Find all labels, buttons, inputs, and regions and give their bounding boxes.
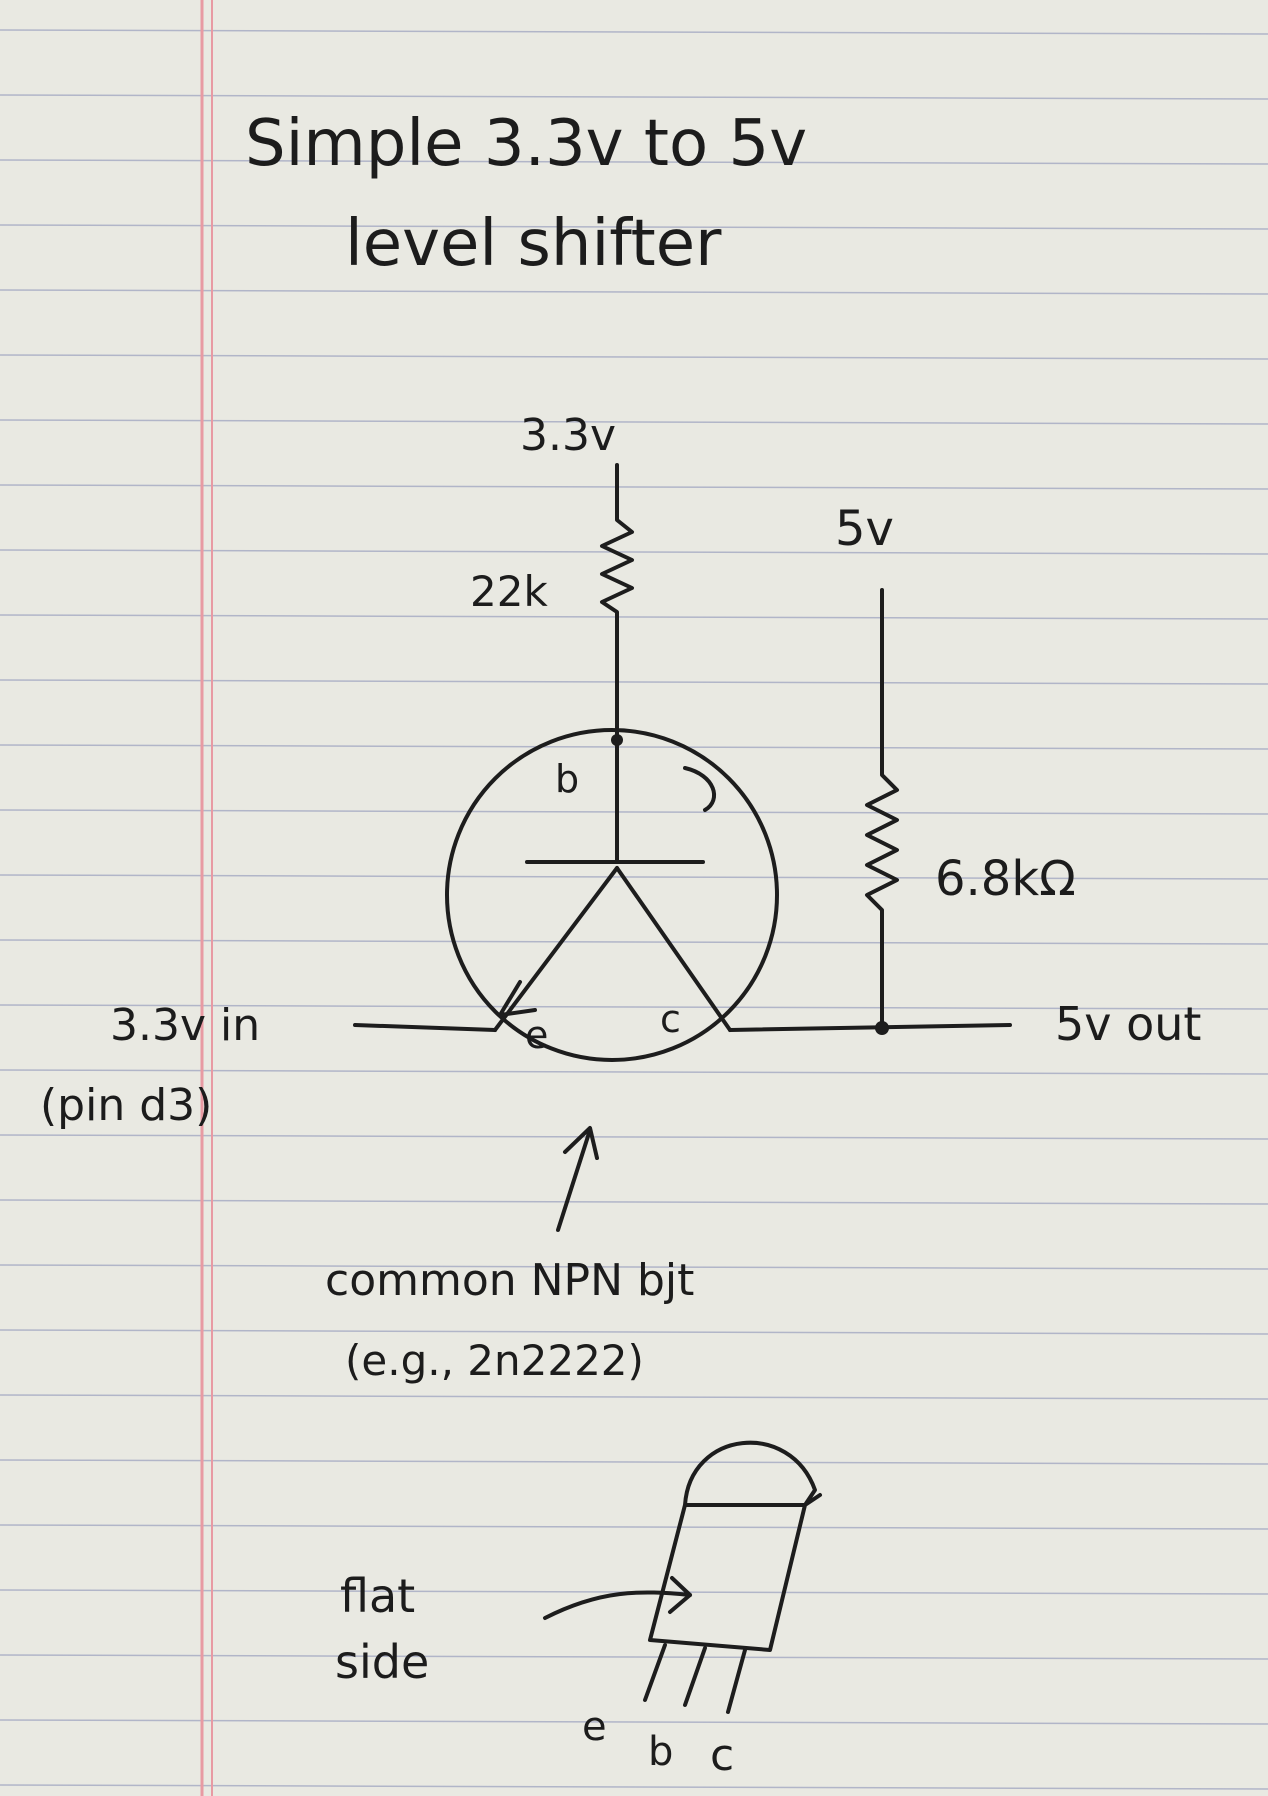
leg-c-label: c: [710, 1730, 734, 1781]
leg-e: [643, 1643, 667, 1702]
rule-line: [0, 744, 1268, 750]
resistor-base-label: 22k: [470, 567, 548, 616]
rule-line: [0, 1134, 1268, 1140]
transistor-example: (e.g., 2n2222): [345, 1336, 644, 1385]
flat-side-arrow: [543, 1576, 692, 1620]
rule-line: [0, 874, 1268, 880]
output-label: 5v out: [1055, 997, 1201, 1051]
package-sketch: [648, 1440, 822, 1652]
rule-line: [0, 1199, 1268, 1205]
rule-line: [0, 809, 1268, 815]
supply-3v3-label: 3.3v: [520, 410, 616, 461]
rule-line: [0, 1524, 1268, 1530]
rule-line: [0, 1459, 1268, 1465]
signal-line-right: [728, 1023, 1012, 1032]
leg-c: [726, 1648, 747, 1714]
base-pin-label: b: [555, 757, 579, 801]
collector-pin-label: c: [660, 997, 681, 1041]
arrow-mark: [683, 766, 717, 812]
emitter-lead: [493, 866, 619, 1032]
leg-b-label: b: [648, 1729, 673, 1775]
rule-line: [0, 1329, 1268, 1335]
signal-line-left: [353, 1023, 497, 1032]
rule-line: [0, 29, 1268, 35]
rule-line: [0, 94, 1268, 100]
collector-resistor: [865, 588, 899, 1032]
resistor-collector-label: 6.8kΩ: [935, 851, 1076, 907]
rule-line: [0, 1069, 1268, 1075]
supply-5v-label: 5v: [835, 501, 894, 557]
title-line-2: level shifter: [345, 207, 722, 281]
rule-line: [0, 1394, 1268, 1400]
side-label: side: [335, 1635, 429, 1689]
transistor-body: [445, 728, 779, 1062]
input-pin-label: (pin d3): [40, 1080, 212, 1131]
base-junction: [611, 734, 623, 746]
transistor-description: common NPN bjt: [325, 1255, 694, 1306]
emitter-pin-label: e: [525, 1013, 548, 1057]
ruled-lines: [0, 29, 1268, 1790]
rule-line: [0, 939, 1268, 945]
rule-line: [0, 289, 1268, 295]
output-junction: [875, 1021, 889, 1035]
title-line-1: Simple 3.3v to 5v: [245, 107, 807, 181]
rule-line: [0, 419, 1268, 425]
collector-lead: [615, 866, 732, 1032]
rule-line: [0, 1784, 1268, 1790]
rule-line: [0, 679, 1268, 685]
rule-line: [0, 1654, 1268, 1660]
rule-line: [0, 549, 1268, 555]
leg-e-label: e: [582, 1704, 607, 1750]
flat-label: flat: [340, 1569, 415, 1623]
base-resistor: [600, 463, 634, 742]
input-label: 3.3v in: [110, 1000, 260, 1051]
rule-line: [0, 614, 1268, 620]
emitter-arrow: [498, 980, 537, 1017]
leg-b: [683, 1646, 707, 1707]
pointer-arrow: [556, 1126, 599, 1232]
rule-line: [0, 1719, 1268, 1725]
rule-line: [0, 484, 1268, 490]
rule-line: [0, 354, 1268, 360]
